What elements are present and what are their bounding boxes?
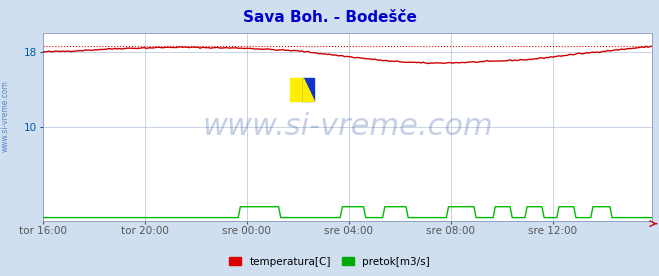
Polygon shape	[303, 78, 314, 101]
FancyBboxPatch shape	[303, 78, 314, 101]
Legend: temperatura[C], pretok[m3/s]: temperatura[C], pretok[m3/s]	[225, 253, 434, 271]
Text: Sava Boh. - Bodešče: Sava Boh. - Bodešče	[243, 10, 416, 25]
FancyBboxPatch shape	[290, 78, 303, 101]
Text: www.si-vreme.com: www.si-vreme.com	[1, 80, 10, 152]
Text: www.si-vreme.com: www.si-vreme.com	[202, 112, 493, 142]
